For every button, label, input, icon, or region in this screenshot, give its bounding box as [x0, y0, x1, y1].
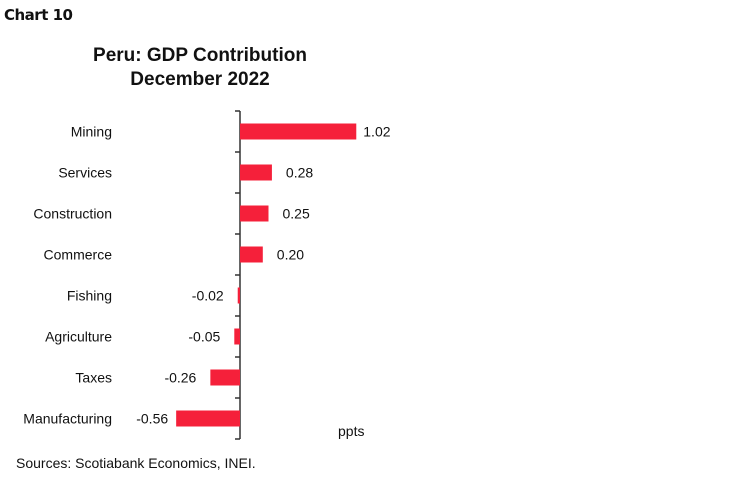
data-label: 0.20 [277, 247, 304, 263]
data-label: -0.56 [136, 411, 168, 427]
chart-title: Peru: GDP Contribution December 2022 [60, 44, 340, 92]
category-label: Commerce [44, 247, 113, 263]
bar-construction [240, 205, 269, 222]
bar-manufacturing [176, 410, 240, 427]
bar-taxes [210, 369, 240, 386]
category-label: Services [58, 165, 112, 181]
bar-fishing [237, 287, 240, 304]
chart-label: Chart 10 [4, 6, 73, 24]
data-label: -0.26 [164, 370, 196, 386]
data-label: -0.02 [192, 288, 224, 304]
bar-agriculture [234, 328, 240, 345]
bar-commerce [240, 246, 263, 263]
data-label: 1.02 [363, 124, 390, 140]
category-label: Fishing [67, 288, 112, 304]
category-label: Manufacturing [23, 411, 112, 427]
unit-label: ppts [338, 423, 364, 439]
chart-title-line-1: Peru: GDP Contribution [93, 45, 307, 66]
bar-services [240, 164, 272, 181]
chart-title-line-2: December 2022 [130, 69, 270, 90]
source-note: Sources: Scotiabank Economics, INEI. [16, 455, 256, 471]
category-label: Construction [33, 206, 112, 222]
category-label: Mining [71, 124, 112, 140]
data-label: -0.05 [188, 329, 220, 345]
category-label: Taxes [75, 370, 112, 386]
bar-mining [240, 123, 357, 140]
category-label: Agriculture [45, 329, 112, 345]
data-label: 0.28 [286, 165, 313, 181]
data-label: 0.25 [283, 206, 310, 222]
